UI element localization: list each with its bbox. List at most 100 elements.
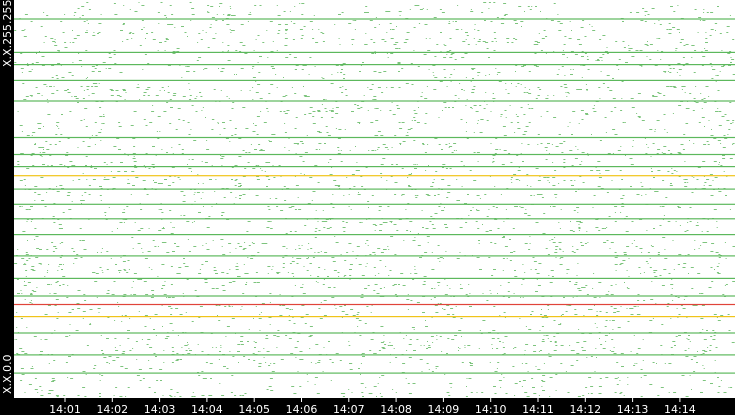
activity-dot: [297, 144, 299, 145]
activity-dot: [639, 50, 643, 51]
activity-dot: [493, 386, 496, 387]
activity-dot: [226, 96, 228, 97]
activity-dot: [351, 111, 354, 112]
activity-dot: [239, 51, 242, 52]
activity-dot: [30, 294, 33, 295]
activity-dot: [509, 105, 511, 106]
activity-dot: [122, 212, 126, 213]
activity-dot: [231, 306, 233, 307]
activity-dot: [636, 353, 639, 354]
persistent-row-normal: [14, 255, 735, 257]
activity-dot: [184, 266, 187, 267]
activity-dot: [473, 152, 476, 153]
activity-dot: [255, 92, 259, 93]
activity-dot: [47, 284, 50, 285]
activity-dot: [529, 243, 531, 244]
activity-dot: [636, 113, 638, 114]
activity-dot: [326, 228, 330, 229]
activity-dot: [81, 6, 85, 7]
activity-dot: [259, 5, 262, 6]
activity-dot: [156, 380, 159, 381]
activity-dot: [431, 371, 434, 372]
activity-dot: [157, 246, 159, 247]
activity-dot: [349, 264, 353, 265]
activity-dot: [679, 75, 681, 76]
activity-dot: [645, 261, 648, 262]
activity-dot: [156, 131, 158, 132]
activity-dot: [117, 171, 121, 172]
persistent-row-normal: [14, 295, 735, 297]
activity-dot: [724, 285, 726, 286]
activity-dot: [394, 294, 397, 295]
activity-dot: [562, 54, 565, 55]
activity-dot: [490, 111, 492, 112]
activity-dot: [413, 50, 415, 51]
activity-dot: [325, 99, 327, 100]
activity-dot: [716, 75, 719, 76]
activity-dot: [253, 50, 255, 51]
activity-dot: [77, 308, 81, 309]
activity-dot: [186, 71, 188, 72]
activity-dot: [249, 90, 251, 91]
activity-dot: [652, 96, 656, 97]
activity-dot: [104, 212, 107, 213]
activity-dot: [680, 305, 683, 306]
activity-dot: [148, 168, 151, 169]
activity-dot: [53, 360, 56, 361]
activity-dot: [382, 144, 386, 145]
activity-dot: [654, 23, 656, 24]
activity-dot: [590, 386, 594, 387]
activity-dot: [405, 135, 409, 136]
activity-dot: [709, 174, 713, 175]
activity-dot: [96, 297, 98, 298]
activity-dot: [322, 371, 324, 372]
activity-dot: [77, 102, 79, 103]
activity-dot: [563, 84, 567, 85]
x-tick-label: 14:09: [428, 403, 460, 415]
activity-dot: [123, 294, 127, 295]
activity-dot: [68, 356, 71, 357]
activity-dot: [361, 353, 365, 354]
activity-dot: [668, 29, 672, 30]
activity-dot: [534, 269, 537, 270]
activity-dot: [570, 365, 574, 366]
activity-dot: [563, 162, 566, 163]
activity-dot: [535, 366, 537, 367]
activity-dot: [646, 230, 648, 231]
activity-dot: [527, 215, 531, 216]
activity-dot: [97, 33, 99, 34]
activity-dot: [144, 315, 148, 316]
activity-dot: [701, 117, 705, 118]
activity-dot: [485, 42, 489, 43]
activity-dot: [269, 293, 272, 294]
activity-dot: [615, 41, 618, 42]
activity-dot: [658, 20, 660, 21]
activity-dot: [106, 251, 109, 252]
activity-dot: [414, 195, 416, 196]
activity-dot: [485, 231, 489, 232]
activity-dot: [258, 366, 262, 367]
x-tick-label: 14:13: [617, 403, 649, 415]
activity-dot: [323, 99, 325, 100]
activity-dot: [265, 162, 269, 163]
activity-dot: [148, 228, 150, 229]
activity-dot: [393, 348, 395, 349]
activity-dot: [280, 210, 284, 211]
activity-dot: [552, 177, 556, 178]
activity-dot: [539, 330, 541, 331]
activity-dot: [507, 93, 510, 94]
activity-dot: [587, 242, 589, 243]
activity-dot: [102, 123, 105, 124]
activity-dot: [335, 308, 337, 309]
activity-dot: [602, 35, 606, 36]
activity-dot: [286, 248, 288, 249]
activity-dot: [187, 353, 191, 354]
activity-dot: [181, 77, 183, 78]
activity-dot: [29, 302, 32, 303]
activity-dot: [709, 350, 712, 351]
activity-dot: [478, 39, 481, 40]
activity-dot: [582, 350, 585, 351]
activity-dot: [256, 282, 260, 283]
activity-dot: [178, 144, 181, 145]
activity-dot: [595, 348, 597, 349]
